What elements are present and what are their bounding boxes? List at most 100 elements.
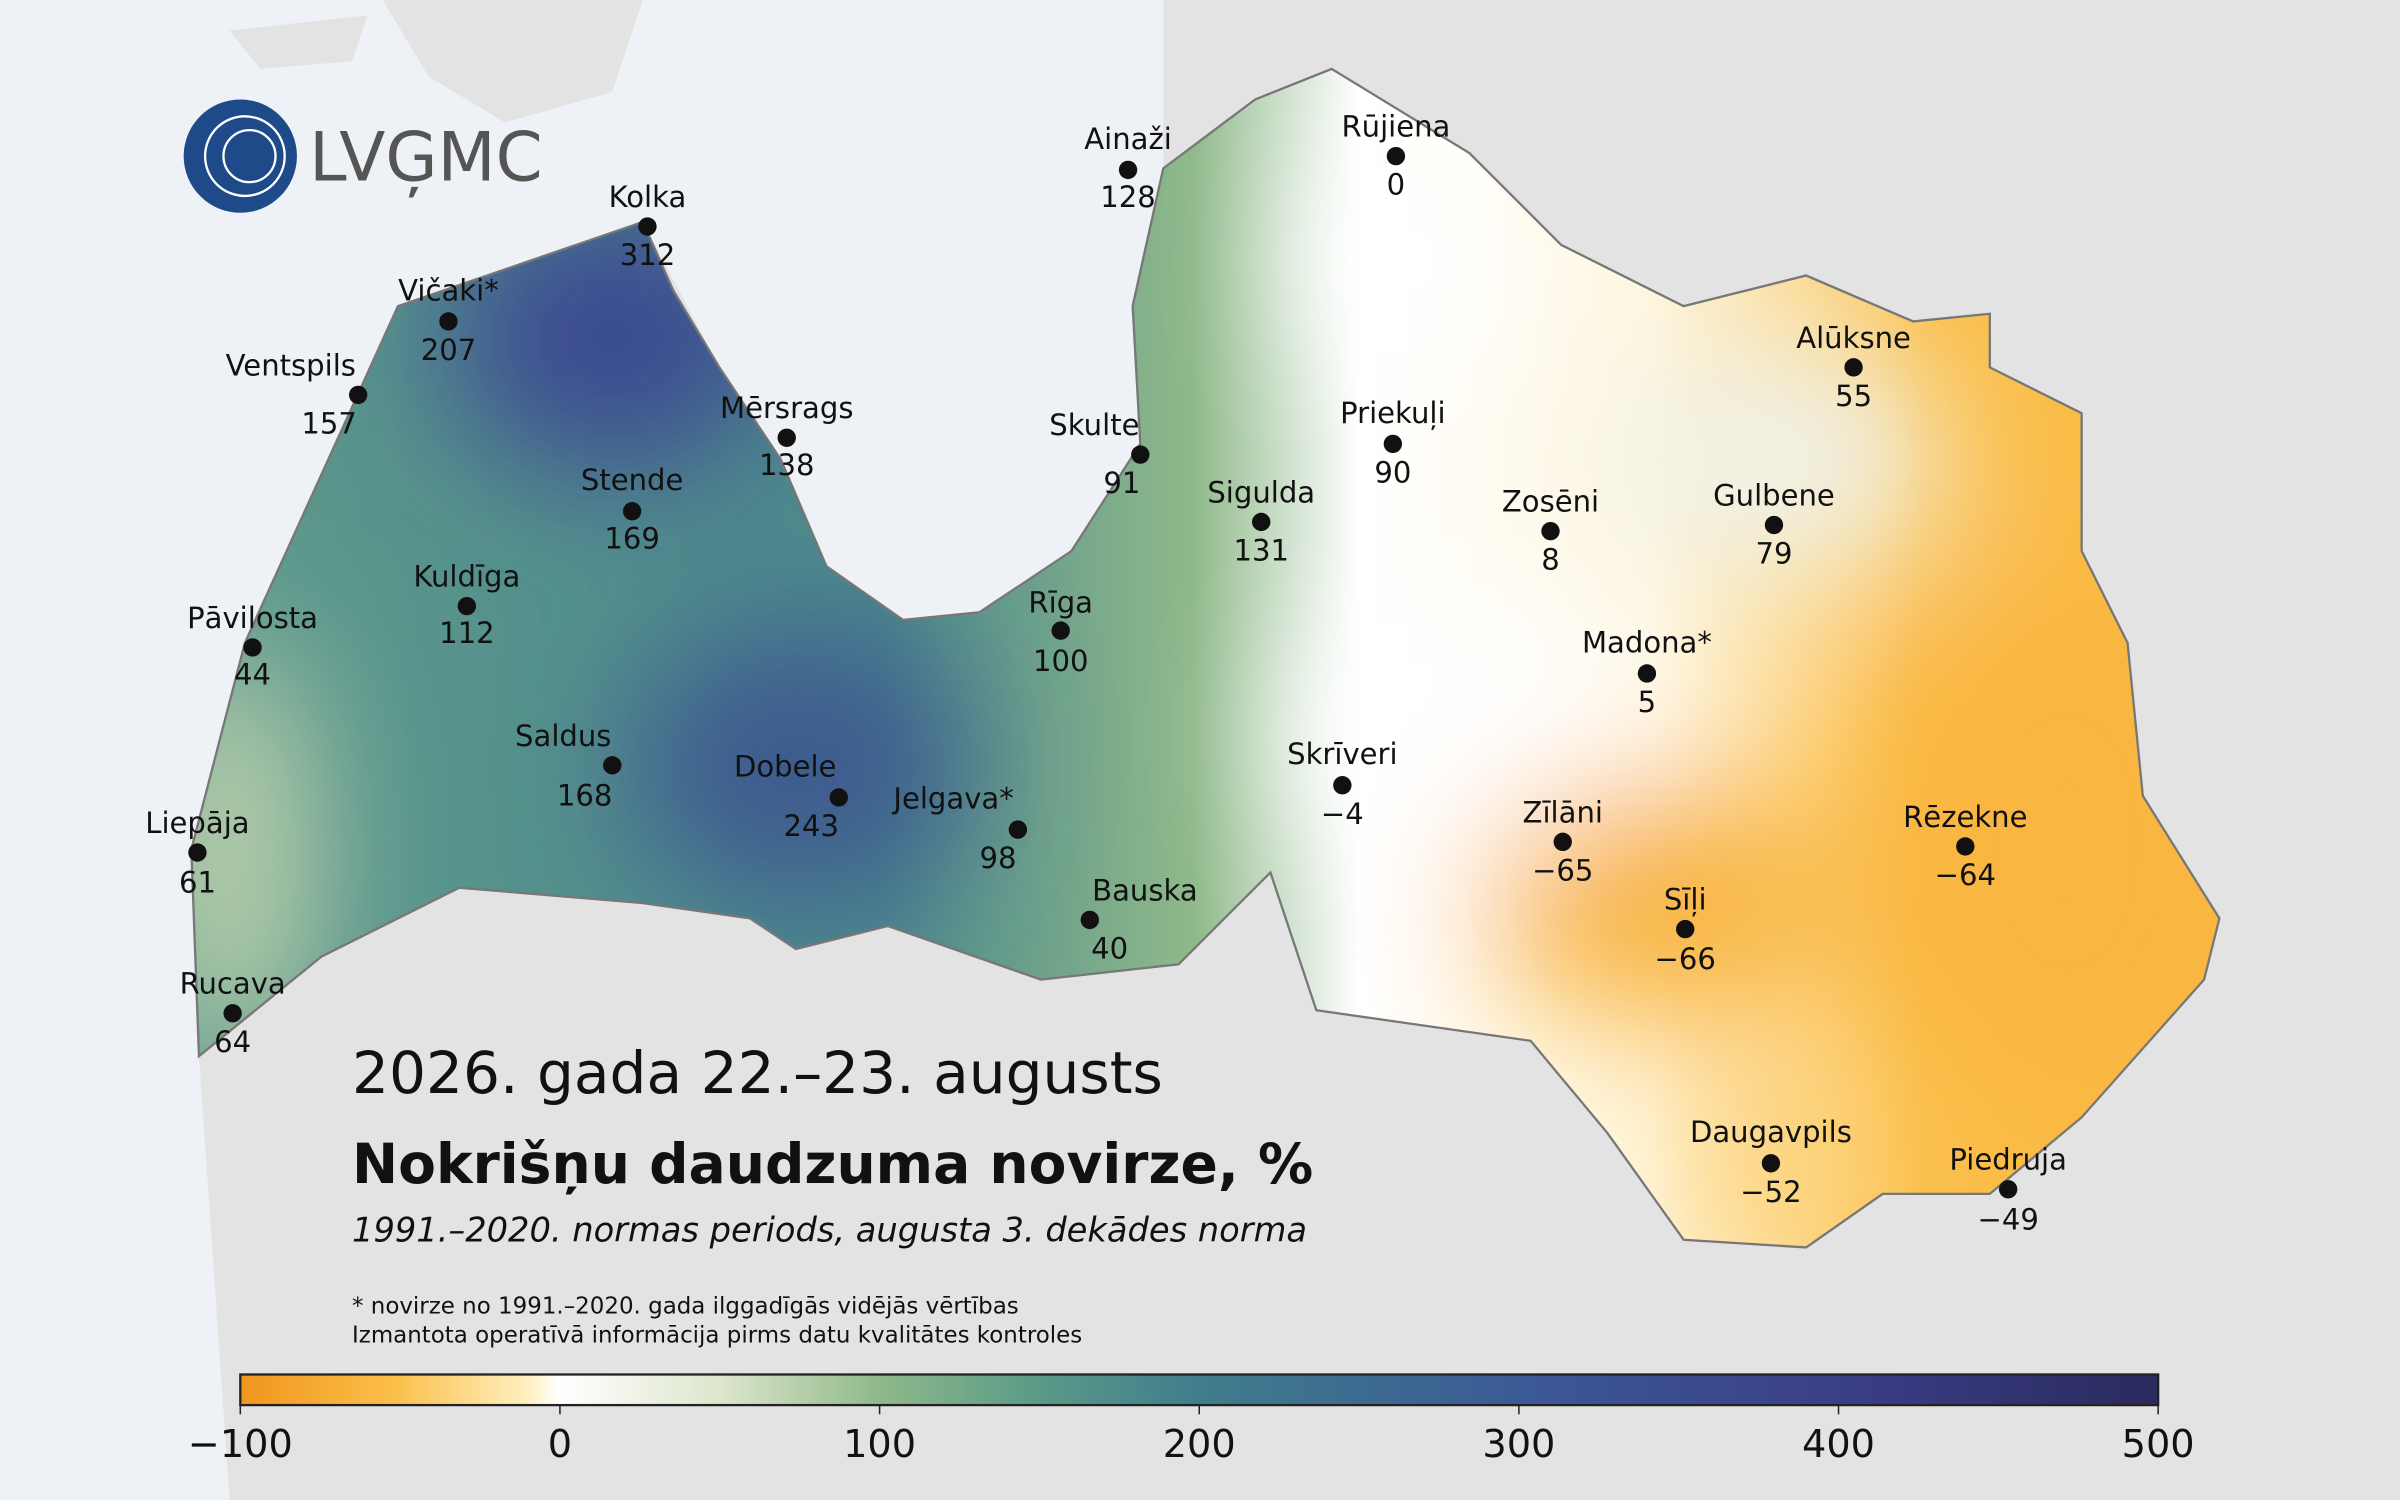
- station-marker: [829, 788, 848, 807]
- station-name: Bauska: [1092, 873, 1198, 907]
- note: * novirze no 1991.–2020. gada ilggadīgās…: [352, 1293, 1019, 1319]
- station-value: 243: [783, 809, 839, 843]
- station-value: 91: [1103, 466, 1140, 500]
- station-value: 128: [1100, 180, 1156, 214]
- station-value: −65: [1532, 853, 1593, 887]
- station-name: Dobele: [734, 749, 837, 783]
- logo-ring: [222, 128, 277, 184]
- colorbar-tick-label: 400: [1802, 1422, 1875, 1467]
- station-marker: [638, 217, 657, 236]
- station-name: Madona*: [1582, 625, 1712, 659]
- country-border: [190, 67, 2221, 1249]
- logo: LVĢMC: [183, 99, 543, 213]
- station-name: Kolka: [609, 180, 687, 214]
- station-marker: [1844, 358, 1863, 377]
- station-value: 98: [979, 841, 1016, 875]
- date-title: 2026. gada 22.–23. augusts: [352, 1039, 1163, 1107]
- station-name: Sigulda: [1207, 475, 1315, 509]
- station-value: −64: [1935, 858, 1996, 892]
- colorbar: [239, 1373, 2160, 1407]
- station-value: 168: [557, 778, 613, 812]
- station-marker: [1764, 515, 1784, 535]
- station-value: −49: [1977, 1202, 2038, 1236]
- colorbar-tick-label: 100: [843, 1422, 916, 1467]
- station-name: Gulbene: [1713, 478, 1835, 512]
- sea: [0, 0, 1164, 1500]
- station-name: Mērsrags: [720, 391, 853, 425]
- station-value: 61: [179, 866, 216, 900]
- station-marker: [457, 596, 477, 616]
- station-marker: [439, 312, 458, 331]
- colorbar-tick-label: 500: [2122, 1422, 2195, 1467]
- station-marker: [1541, 521, 1560, 541]
- station-marker: [1553, 832, 1572, 852]
- station-marker: [1676, 919, 1695, 939]
- station-name: Sīļi: [1664, 883, 1707, 917]
- station-value: 40: [1091, 932, 1128, 966]
- station-name: Vičaki*: [398, 273, 499, 307]
- station-name: Kuldīga: [413, 560, 520, 594]
- station-value: 5: [1638, 685, 1657, 719]
- station-name: Skulte: [1049, 408, 1139, 442]
- station-value: 55: [1835, 379, 1872, 413]
- subtitle: 1991.–2020. normas periods, augusta 3. d…: [352, 1210, 1307, 1249]
- station-marker: [1956, 837, 1975, 856]
- colorbar-tick-label: 0: [548, 1422, 572, 1467]
- station-name: Skrīveri: [1287, 737, 1397, 771]
- note: Izmantota operatīvā informācija pirms da…: [352, 1322, 1082, 1348]
- station-name: Zīlāni: [1523, 795, 1603, 829]
- station-value: 112: [439, 616, 495, 650]
- station-marker: [1761, 1154, 1781, 1173]
- station-value: 169: [604, 521, 660, 555]
- station-marker: [1008, 820, 1028, 839]
- precipitation-field: [191, 68, 2220, 1248]
- colorbar-tick-label: 300: [1482, 1422, 1555, 1467]
- station-marker: [243, 638, 262, 657]
- station-marker: [1637, 664, 1657, 683]
- station-value: 207: [421, 333, 477, 367]
- station-name: Rīga: [1028, 586, 1093, 620]
- station-value: 44: [234, 658, 271, 692]
- station-name: Priekuļi: [1340, 396, 1445, 430]
- station-value: 79: [1755, 537, 1792, 571]
- station-marker: [348, 385, 368, 405]
- station-value: −52: [1740, 1175, 1801, 1209]
- station-marker: [1252, 512, 1271, 532]
- station-marker: [1333, 776, 1352, 795]
- colorbar-tick-label: −100: [188, 1422, 293, 1467]
- station-name: Pāvilosta: [187, 601, 318, 635]
- station-name: Jelgava*: [891, 782, 1013, 816]
- station-marker: [1131, 445, 1150, 464]
- station-marker: [1051, 621, 1070, 640]
- station-value: 100: [1033, 644, 1089, 678]
- station-marker: [622, 502, 642, 521]
- station-value: 0: [1387, 168, 1406, 202]
- station-name: Saldus: [515, 719, 611, 753]
- station-name: Ainaži: [1084, 122, 1172, 156]
- station-marker: [223, 1004, 242, 1023]
- station-name: Rēzekne: [1903, 800, 2027, 834]
- island: [229, 0, 643, 123]
- station-marker: [1383, 434, 1403, 454]
- station-name: Rūjiena: [1341, 110, 1450, 144]
- station-name: Rucava: [180, 967, 286, 1001]
- colorbar-ticks: −100 0 100 200 300 400 500: [188, 1405, 2195, 1467]
- station-marker: [1118, 160, 1138, 180]
- station-name: Piedruja: [1949, 1143, 2067, 1177]
- station-name: Zosēni: [1502, 485, 1599, 519]
- station-name: Alūksne: [1796, 321, 1911, 355]
- station-name: Stende: [581, 463, 684, 497]
- station-value: 131: [1233, 534, 1289, 568]
- station-value: −4: [1321, 797, 1364, 831]
- station-marker: [1386, 146, 1406, 166]
- heading: Nokrišņu daudzuma novirze, %: [352, 1132, 1313, 1196]
- station-value: 8: [1541, 543, 1560, 577]
- station-value: 138: [759, 448, 815, 482]
- logo-emblem: [183, 99, 297, 213]
- station-value: 64: [214, 1025, 251, 1059]
- station-marker: [188, 843, 207, 862]
- station-marker: [1080, 910, 1099, 930]
- station-marker: [1998, 1180, 2018, 1199]
- logo-ring: [203, 115, 286, 198]
